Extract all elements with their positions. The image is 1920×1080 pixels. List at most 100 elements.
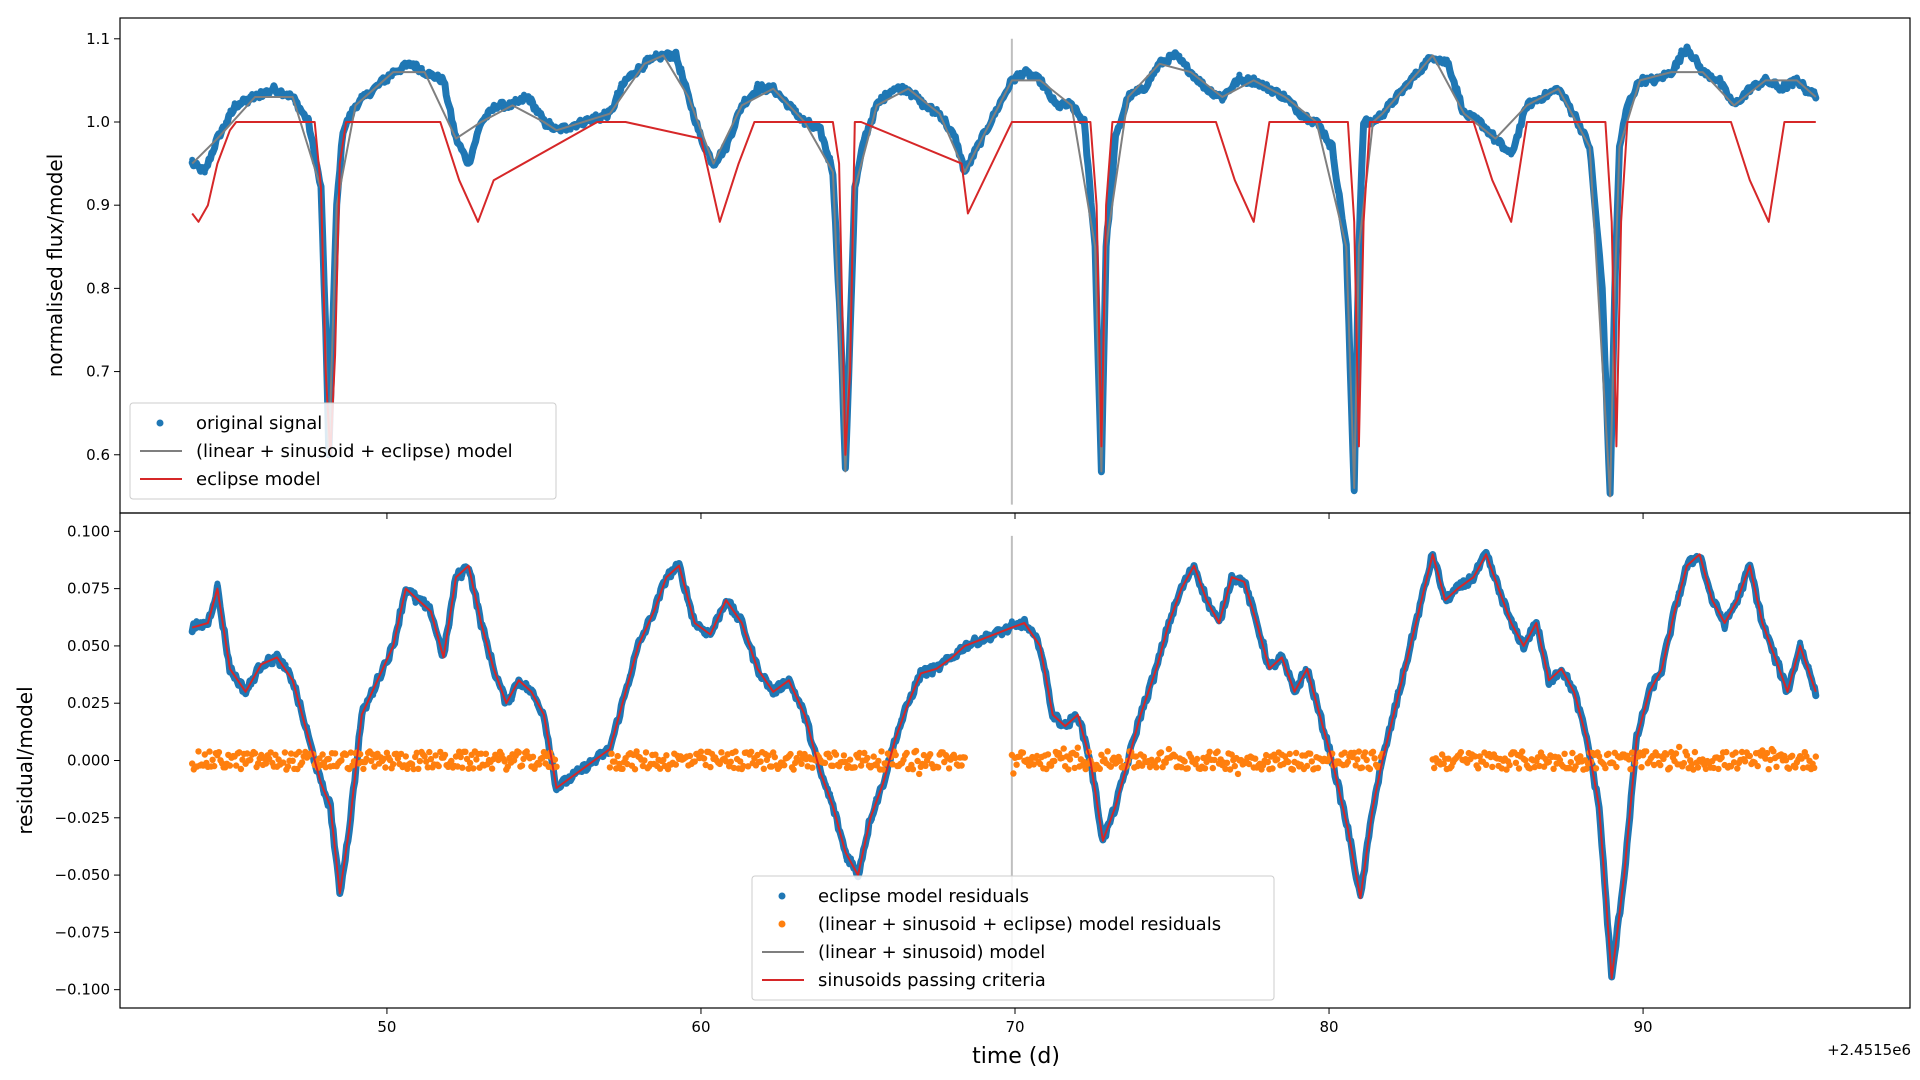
residual-point <box>1567 759 1575 766</box>
residual-point <box>1503 766 1510 773</box>
residual-point <box>1153 764 1160 771</box>
scatter-point <box>266 90 273 97</box>
y-tick-label: 0.100 <box>67 522 110 540</box>
residual-point <box>1055 750 1063 757</box>
scatter-point <box>592 111 599 118</box>
residual-point <box>730 764 738 772</box>
residual-point <box>459 764 466 771</box>
scatter-point <box>257 88 264 94</box>
scatter-point <box>1789 83 1796 90</box>
residual-point <box>829 762 837 769</box>
scatter-point <box>1686 48 1693 55</box>
residual-point <box>1476 753 1484 760</box>
scatter-point <box>1550 679 1556 686</box>
scatter-point <box>412 599 419 606</box>
residual-point <box>1010 770 1017 777</box>
residual-point <box>226 762 234 769</box>
residual-point <box>457 753 464 761</box>
residual-point <box>1098 751 1105 758</box>
scatter-point <box>1245 75 1251 82</box>
residual-point <box>233 762 240 769</box>
scatter-point <box>474 129 480 136</box>
scatter-point <box>401 59 408 66</box>
residual-point <box>771 753 778 761</box>
bottom-panel: −0.100 −0.075 −0.050 −0.025 0.000 0.025 0.050 0… <box>13 512 1911 1036</box>
residual-point <box>416 757 424 765</box>
residual-point <box>864 754 871 762</box>
residual-point <box>1683 752 1691 759</box>
residual-point <box>1545 758 1553 766</box>
residual-point <box>1522 756 1529 764</box>
y-tick-label: −0.075 <box>54 923 110 941</box>
scatter-point <box>270 84 277 91</box>
scatter-point <box>436 76 443 83</box>
y-tick-label: 1.1 <box>86 30 110 48</box>
series-line-sinusoids-passing-criteria <box>191 553 1817 980</box>
residual-point <box>441 751 449 759</box>
residual-point <box>765 752 772 759</box>
scatter-point <box>903 90 910 97</box>
residual-point <box>851 764 858 771</box>
residual-point <box>656 765 664 772</box>
residual-point <box>606 764 614 771</box>
residual-point <box>1680 759 1688 767</box>
scatter-point <box>758 81 765 88</box>
residual-point <box>435 762 442 770</box>
residual-point <box>1730 759 1738 766</box>
legend-marker <box>156 419 164 427</box>
scatter-point <box>1456 93 1463 100</box>
residual-point <box>1613 763 1620 771</box>
residual-point <box>1536 762 1543 770</box>
residual-point <box>298 759 306 766</box>
residual-point <box>922 762 929 769</box>
scatter-point <box>942 115 949 122</box>
y-tick-label: −0.025 <box>54 809 110 827</box>
scatter-point <box>1512 139 1519 146</box>
residual-point <box>826 754 833 761</box>
residual-point <box>477 750 485 757</box>
residual-point <box>390 761 397 768</box>
residual-point <box>642 749 650 756</box>
residual-point <box>1762 755 1769 762</box>
scatter-point <box>236 100 243 106</box>
scatter-point <box>1351 488 1358 495</box>
residual-point <box>1361 749 1369 756</box>
residual-point <box>1193 755 1201 763</box>
residual-point <box>1074 744 1082 751</box>
residual-point <box>1811 764 1818 771</box>
residual-point <box>518 762 526 769</box>
scatter-point <box>1277 651 1284 658</box>
residual-point <box>1358 764 1366 771</box>
residual-point <box>482 750 490 757</box>
residual-point <box>801 750 808 758</box>
residual-point <box>1274 756 1281 763</box>
residual-point <box>1104 748 1111 755</box>
residual-point <box>1354 756 1361 763</box>
residual-point <box>423 758 430 765</box>
residual-point <box>1355 748 1363 755</box>
residual-point <box>1789 752 1796 759</box>
residual-point <box>394 755 402 762</box>
x-axis-label: time (d) <box>972 1044 1060 1069</box>
residual-point <box>821 759 829 767</box>
scatter-point <box>923 672 930 679</box>
residual-point <box>397 750 405 758</box>
legend: eclipse model residuals (linear + sinusoi… <box>751 875 1275 1001</box>
residual-point <box>633 748 640 755</box>
residual-point <box>809 764 816 771</box>
y-tick-label: 0.000 <box>67 752 110 770</box>
residual-point <box>856 749 863 757</box>
residual-point <box>529 753 537 760</box>
scatter-point <box>1473 115 1480 122</box>
residual-point <box>1643 748 1650 755</box>
residual-point <box>1431 764 1438 772</box>
residual-point <box>1308 758 1316 765</box>
residual-point <box>410 765 417 773</box>
scatter-point <box>622 77 629 84</box>
residual-point <box>371 763 378 770</box>
y-tick-label: 0.075 <box>67 580 110 598</box>
residual-point <box>1341 749 1348 756</box>
residual-point <box>295 748 303 756</box>
residual-point <box>325 755 332 763</box>
scatter-point <box>1674 63 1680 70</box>
